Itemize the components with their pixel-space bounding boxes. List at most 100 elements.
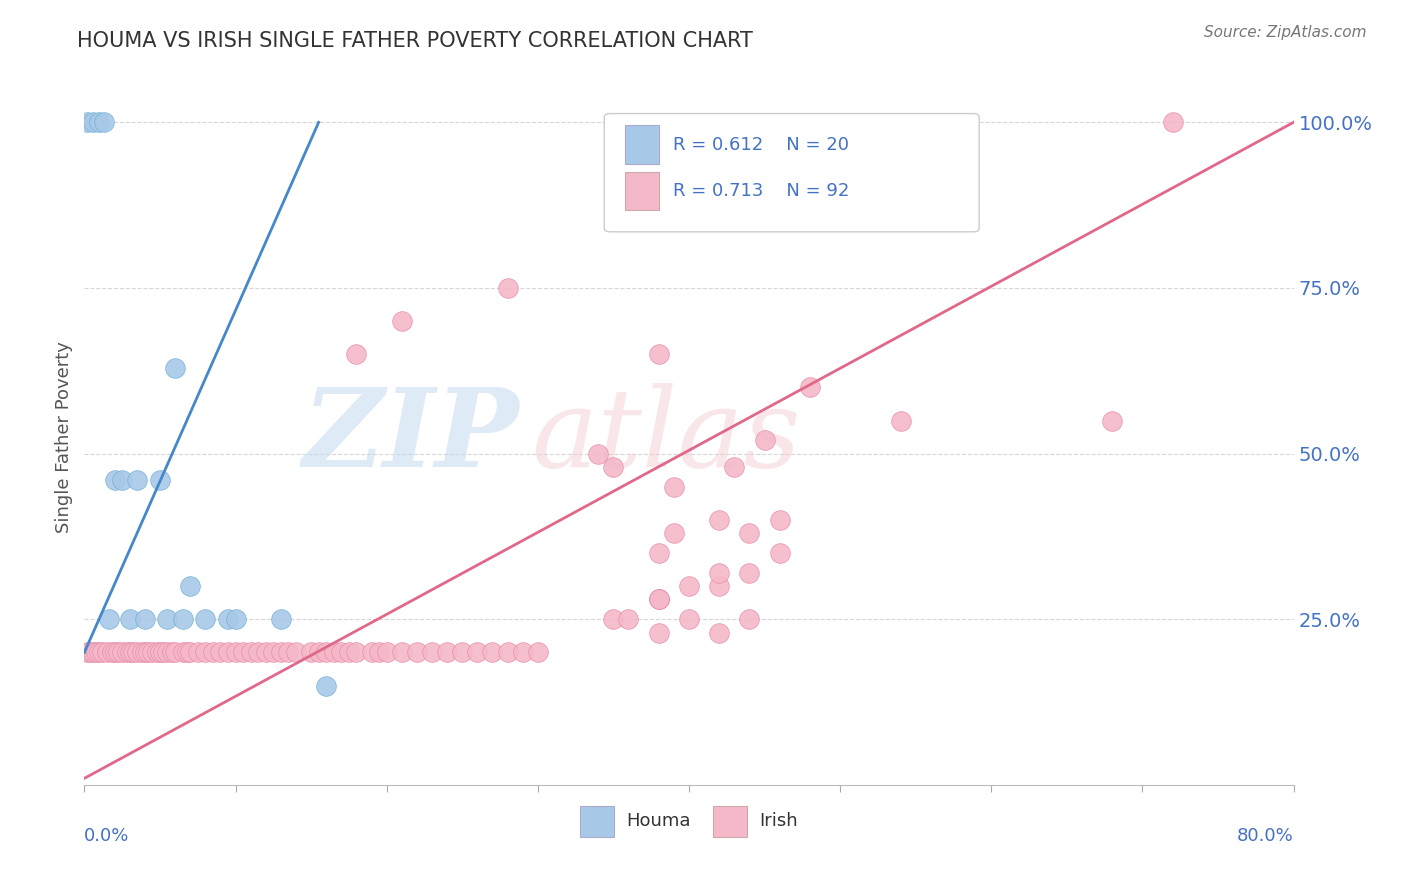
Point	[156, 612, 179, 626]
Point	[322, 645, 344, 659]
Point	[406, 645, 429, 659]
Point	[602, 459, 624, 474]
Point	[100, 645, 122, 659]
Point	[127, 473, 149, 487]
Point	[115, 645, 138, 659]
Point	[187, 645, 209, 659]
Point	[648, 592, 671, 607]
Point	[217, 612, 239, 626]
Point	[337, 645, 360, 659]
Point	[662, 480, 685, 494]
Point	[118, 645, 141, 659]
Point	[165, 360, 187, 375]
Point	[738, 612, 761, 626]
Point	[89, 115, 111, 129]
Point	[769, 513, 792, 527]
Text: Irish: Irish	[759, 813, 797, 830]
Point	[165, 645, 187, 659]
Point	[217, 645, 239, 659]
Point	[436, 645, 458, 659]
Point	[270, 645, 292, 659]
Point	[91, 645, 114, 659]
Point	[149, 645, 172, 659]
Point	[481, 645, 503, 659]
Point	[1161, 115, 1184, 129]
Point	[247, 645, 270, 659]
Point	[160, 645, 183, 659]
Point	[368, 645, 391, 659]
Point	[285, 645, 308, 659]
Point	[420, 645, 443, 659]
Point	[262, 645, 284, 659]
Point	[121, 645, 143, 659]
Point	[97, 612, 120, 626]
Point	[141, 645, 163, 659]
Point	[678, 612, 700, 626]
Point	[375, 645, 398, 659]
Point	[890, 413, 912, 427]
Point	[467, 645, 489, 659]
Point	[678, 579, 700, 593]
Point	[76, 645, 98, 659]
Point	[709, 625, 731, 640]
Point	[225, 612, 247, 626]
Point	[176, 645, 198, 659]
Point	[104, 645, 127, 659]
Point	[104, 473, 127, 487]
Point	[82, 645, 104, 659]
Point	[738, 566, 761, 580]
Point	[134, 645, 156, 659]
Point	[496, 645, 519, 659]
Point	[209, 645, 232, 659]
FancyBboxPatch shape	[581, 805, 614, 837]
Point	[254, 645, 277, 659]
Point	[277, 645, 299, 659]
Point	[346, 645, 368, 659]
Y-axis label: Single Father Poverty: Single Father Poverty	[55, 341, 73, 533]
Point	[156, 645, 179, 659]
Point	[709, 579, 731, 593]
Point	[76, 115, 98, 129]
Text: Source: ZipAtlas.com: Source: ZipAtlas.com	[1204, 25, 1367, 40]
FancyBboxPatch shape	[624, 172, 659, 211]
Point	[1101, 413, 1123, 427]
Point	[648, 592, 671, 607]
Point	[239, 645, 262, 659]
Point	[738, 526, 761, 541]
Point	[451, 645, 474, 659]
Point	[86, 645, 108, 659]
Point	[496, 281, 519, 295]
Point	[201, 645, 224, 659]
Point	[602, 612, 624, 626]
Text: HOUMA VS IRISH SINGLE FATHER POVERTY CORRELATION CHART: HOUMA VS IRISH SINGLE FATHER POVERTY COR…	[77, 31, 754, 51]
Point	[709, 566, 731, 580]
Point	[79, 645, 101, 659]
Point	[588, 447, 610, 461]
Point	[179, 579, 201, 593]
Point	[308, 645, 330, 659]
Point	[152, 645, 174, 659]
Point	[232, 645, 254, 659]
Point	[107, 645, 129, 659]
Point	[131, 645, 153, 659]
Text: ZIP: ZIP	[304, 384, 520, 491]
Point	[330, 645, 353, 659]
Point	[527, 645, 550, 659]
Point	[194, 612, 217, 626]
Point	[89, 645, 111, 659]
Text: 0.0%: 0.0%	[84, 827, 129, 845]
Point	[617, 612, 640, 626]
Point	[769, 546, 792, 560]
Point	[648, 347, 671, 361]
Text: R = 0.612    N = 20: R = 0.612 N = 20	[673, 136, 849, 153]
Point	[662, 526, 685, 541]
Point	[118, 612, 141, 626]
Point	[648, 592, 671, 607]
Text: Houma: Houma	[626, 813, 690, 830]
Text: atlas: atlas	[531, 384, 801, 491]
FancyBboxPatch shape	[713, 805, 747, 837]
Point	[648, 625, 671, 640]
Point	[315, 679, 337, 693]
Point	[179, 645, 201, 659]
Point	[136, 645, 159, 659]
